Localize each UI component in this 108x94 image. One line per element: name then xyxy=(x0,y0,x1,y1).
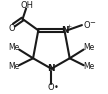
Text: Me: Me xyxy=(9,43,20,52)
Text: Me: Me xyxy=(83,63,94,71)
Text: O: O xyxy=(84,21,91,30)
Text: •: • xyxy=(54,83,59,92)
Text: O: O xyxy=(47,83,54,92)
Text: Me: Me xyxy=(9,63,20,71)
Text: +: + xyxy=(67,24,72,29)
Text: O: O xyxy=(9,24,15,33)
Text: Me: Me xyxy=(83,43,94,52)
Text: N: N xyxy=(61,26,69,35)
Text: −: − xyxy=(89,20,95,26)
Text: OH: OH xyxy=(20,1,33,10)
Text: N: N xyxy=(48,64,55,73)
